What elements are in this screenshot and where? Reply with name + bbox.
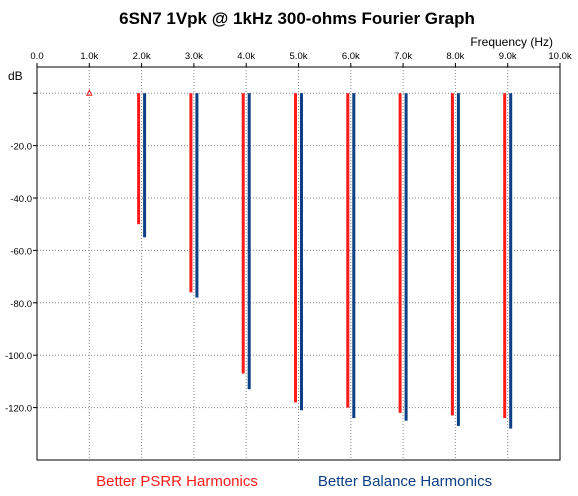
bar-psrr-6000 bbox=[346, 93, 350, 408]
y-tick-label: -120.0 bbox=[5, 404, 32, 415]
fundamental-marker-triangle bbox=[85, 89, 93, 96]
legend-entry-psrr: Better PSRR Harmonics bbox=[96, 473, 258, 490]
x-tick-label: 7.0k bbox=[394, 51, 412, 62]
bar-balance-6000 bbox=[352, 93, 356, 419]
x-tick-label: 10.0k bbox=[548, 51, 571, 62]
x-tick-label: 2.0k bbox=[133, 51, 151, 62]
bar-balance-8000 bbox=[456, 93, 460, 426]
y-tick-label: -80.0 bbox=[10, 299, 32, 310]
plot-area-frame bbox=[36, 66, 561, 461]
bar-balance-2000 bbox=[143, 93, 147, 238]
bar-psrr-7000 bbox=[398, 93, 402, 413]
bar-balance-7000 bbox=[404, 93, 408, 421]
chart-title: 6SN7 1Vpk @ 1kHz 300-ohms Fourier Graph bbox=[119, 9, 475, 28]
y-tick-label: -40.0 bbox=[10, 194, 32, 205]
bar-psrr-2000 bbox=[137, 93, 141, 225]
bar-balance-4000 bbox=[247, 93, 251, 390]
x-tick-label: 0.0 bbox=[30, 51, 43, 62]
harmonic-bars bbox=[137, 93, 513, 429]
x-tick-label: 1.0k bbox=[80, 51, 98, 62]
bar-psrr-3000 bbox=[189, 93, 193, 293]
y-tick-label: -100.0 bbox=[5, 351, 32, 362]
x-tick-label: 5.0k bbox=[290, 51, 308, 62]
bar-psrr-9000 bbox=[503, 93, 507, 419]
x-tick-label: 3.0k bbox=[185, 51, 203, 62]
bar-balance-9000 bbox=[509, 93, 513, 429]
y-axis-label: dB bbox=[8, 69, 23, 83]
x-tick-label: 8.0k bbox=[446, 51, 464, 62]
y-axis-ticks: -20.0 -40.0 -60.0 -80.0 -100.0 -120.0 bbox=[5, 92, 37, 415]
x-tick-label: 4.0k bbox=[237, 51, 255, 62]
bar-balance-3000 bbox=[195, 93, 199, 298]
x-tick-label: 9.0k bbox=[499, 51, 517, 62]
y-tick-label: -20.0 bbox=[10, 142, 32, 153]
fundamental-marker bbox=[85, 89, 93, 96]
x-tick-label: 6.0k bbox=[342, 51, 360, 62]
legend: Better PSRR Harmonics Better Balance Harm… bbox=[96, 473, 492, 490]
legend-entry-balance: Better Balance Harmonics bbox=[318, 473, 492, 490]
x-axis-ticks: 0.0 1.0k 2.0k 3.0k 4.0k 5.0k 6.0k 7.0k 8.0k 9.0k 1… bbox=[30, 51, 572, 67]
bar-balance-5000 bbox=[300, 93, 303, 411]
y-tick-label: -60.0 bbox=[10, 246, 32, 257]
grid-lines bbox=[37, 67, 560, 460]
bar-psrr-5000 bbox=[294, 93, 297, 403]
bar-psrr-8000 bbox=[450, 93, 454, 416]
bar-psrr-4000 bbox=[241, 93, 245, 374]
x-axis-label: Frequency (Hz) bbox=[470, 35, 553, 49]
